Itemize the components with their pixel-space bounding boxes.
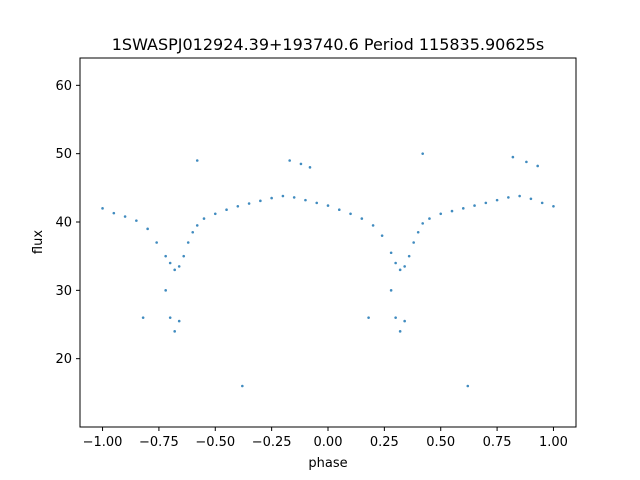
y-tick-label: 20: [55, 352, 72, 367]
data-point: [450, 209, 454, 213]
data-point: [236, 204, 240, 208]
data-point: [403, 265, 406, 268]
data-point: [394, 261, 397, 265]
plot-frame: [79, 57, 577, 428]
data-point: [360, 217, 364, 220]
data-point: [398, 330, 402, 333]
data-point: [389, 251, 393, 255]
y-tick-label: 30: [55, 284, 72, 299]
data-point: [540, 201, 544, 205]
x-tick-label: 0.50: [426, 435, 455, 450]
x-tick-label: 0.00: [314, 435, 343, 450]
chart-title: 1SWASPJ012924.39+193740.6 Period 115835.…: [112, 35, 544, 54]
data-point: [439, 212, 443, 216]
data-point: [511, 155, 515, 159]
y-axis: 20 30 40 50 60: [55, 79, 80, 367]
data-point: [270, 196, 273, 200]
data-point: [349, 212, 352, 216]
x-tick-label: −0.50: [195, 435, 235, 450]
data-point: [428, 217, 431, 220]
data-point: [308, 166, 312, 169]
data-point: [337, 208, 341, 211]
data-point: [135, 219, 138, 222]
data-point: [421, 152, 424, 155]
points-group: [101, 152, 555, 388]
x-axis-label: phase: [308, 456, 347, 471]
data-point: [173, 268, 176, 272]
data-point: [466, 384, 470, 388]
x-axis: −1.00 −0.75 −0.50 −0.25 0.00 0.25 0.50 0.75 1.00: [83, 427, 568, 450]
data-point: [164, 254, 167, 258]
data-point: [421, 222, 424, 225]
data-point: [394, 316, 397, 319]
data-point: [529, 197, 533, 201]
data-point: [495, 198, 499, 202]
data-point: [461, 207, 465, 210]
x-tick-label: −0.25: [252, 435, 292, 450]
data-point: [195, 224, 199, 227]
data-point: [182, 254, 186, 258]
x-tick-label: −1.00: [83, 435, 123, 450]
data-point: [281, 194, 285, 198]
data-point: [225, 208, 228, 211]
data-point: [259, 199, 262, 203]
data-point: [288, 159, 291, 162]
data-point: [241, 384, 244, 388]
data-point: [168, 261, 172, 265]
data-point: [367, 316, 370, 319]
data-point: [168, 316, 172, 319]
y-axis-label: flux: [31, 230, 46, 254]
data-point: [112, 211, 116, 215]
data-point: [213, 212, 217, 216]
data-point: [173, 330, 176, 333]
data-point: [371, 224, 375, 227]
data-point: [304, 198, 307, 202]
data-point: [177, 319, 181, 323]
data-point: [315, 201, 319, 205]
data-point: [389, 289, 393, 292]
data-point: [398, 268, 402, 272]
x-tick-label: 0.25: [370, 435, 399, 450]
data-point: [177, 265, 181, 268]
data-point: [326, 204, 330, 207]
data-point: [191, 230, 195, 234]
data-point: [141, 316, 145, 319]
y-tick-label: 60: [55, 79, 72, 94]
data-point: [536, 164, 539, 168]
data-point: [195, 159, 199, 162]
data-point: [164, 289, 167, 292]
data-point: [407, 254, 411, 258]
data-point: [380, 234, 384, 237]
data-point: [155, 241, 158, 244]
data-point: [416, 230, 420, 234]
x-tick-label: 0.75: [483, 435, 512, 450]
y-tick-label: 40: [55, 216, 72, 231]
x-tick-label: 1.00: [539, 435, 568, 450]
data-point: [518, 194, 521, 198]
data-point: [473, 204, 476, 207]
data-point: [292, 196, 296, 199]
data-point: [484, 201, 488, 205]
data-point: [186, 241, 190, 244]
data-point: [247, 202, 251, 205]
data-point: [412, 241, 415, 244]
data-point: [101, 207, 104, 210]
y-tick-label: 50: [55, 147, 72, 162]
data-point: [552, 204, 555, 208]
x-tick-label: −0.75: [139, 435, 179, 450]
data-point: [507, 196, 510, 199]
data-point: [123, 215, 127, 218]
data-point: [525, 160, 528, 164]
data-point: [202, 217, 206, 220]
data-point: [299, 162, 303, 166]
data-point: [403, 319, 406, 323]
data-point: [146, 227, 149, 231]
